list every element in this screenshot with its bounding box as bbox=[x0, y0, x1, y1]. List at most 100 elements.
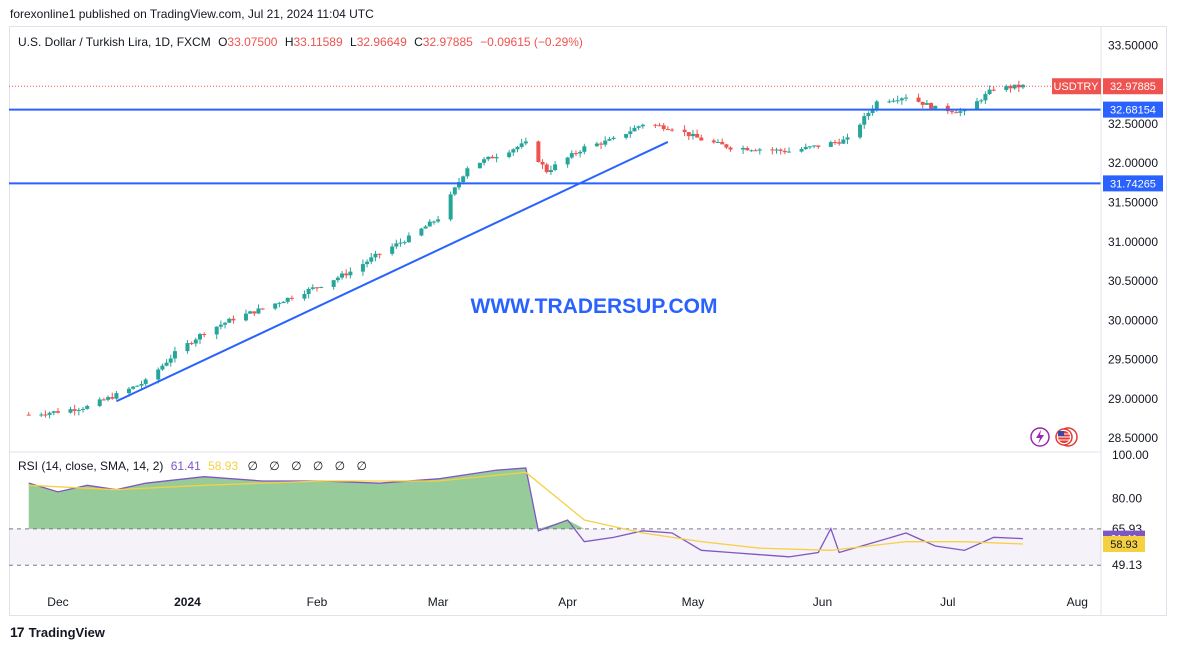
candle-body bbox=[223, 322, 228, 325]
candle-body bbox=[172, 351, 177, 359]
candle-body bbox=[168, 358, 173, 363]
candle-body bbox=[837, 142, 842, 144]
candle-body bbox=[716, 141, 721, 143]
candle-body bbox=[599, 143, 604, 145]
candle-body bbox=[344, 273, 349, 276]
candle-body bbox=[68, 409, 73, 413]
candle-body bbox=[110, 397, 115, 399]
candle-body bbox=[55, 411, 60, 413]
candle-body bbox=[841, 139, 846, 144]
rsi-value-tag: 58.93 bbox=[1110, 539, 1138, 551]
candle-body bbox=[185, 343, 190, 352]
candle-body bbox=[991, 89, 996, 91]
candle-body bbox=[511, 149, 516, 153]
candle-body bbox=[540, 161, 545, 165]
tradingview-logo-icon: 17 bbox=[10, 624, 25, 640]
candle-body bbox=[899, 98, 904, 101]
candle-body bbox=[457, 182, 462, 188]
candle-body bbox=[565, 157, 570, 165]
candle-body bbox=[482, 159, 487, 163]
candle-body bbox=[302, 294, 307, 299]
candle-body bbox=[85, 405, 90, 409]
candle-body bbox=[573, 153, 578, 155]
candle-body bbox=[1004, 86, 1009, 91]
candle-body bbox=[419, 228, 424, 236]
candle-body bbox=[218, 324, 223, 327]
candle-body bbox=[402, 242, 407, 244]
candle-body bbox=[1016, 84, 1021, 88]
candle-body bbox=[569, 153, 574, 158]
candle-body bbox=[603, 140, 608, 145]
candle-body bbox=[1008, 86, 1013, 89]
candle-body bbox=[394, 243, 399, 247]
candle-body bbox=[319, 286, 324, 288]
candle-body bbox=[156, 369, 161, 380]
candle-body bbox=[461, 176, 466, 183]
candle-body bbox=[231, 318, 236, 321]
watermark-text: WWW.TRADERSUP.COM bbox=[471, 295, 718, 318]
candle-body bbox=[452, 187, 457, 195]
price-tick-label: 33.50000 bbox=[1108, 38, 1158, 52]
candle-body bbox=[753, 150, 758, 152]
level-price-tag-bg bbox=[1103, 101, 1163, 118]
trendline[interactable] bbox=[116, 141, 669, 403]
price-tick-label: 31.50000 bbox=[1108, 195, 1158, 209]
candle-body bbox=[256, 308, 261, 314]
candle-body bbox=[377, 253, 382, 255]
footer-brand[interactable]: 17 TradingView bbox=[10, 624, 105, 640]
candle-body bbox=[949, 111, 954, 113]
candle-body bbox=[724, 144, 729, 148]
candle-body bbox=[594, 143, 599, 147]
candle-body bbox=[578, 151, 583, 154]
candle-body bbox=[97, 399, 102, 406]
candle-body bbox=[39, 414, 44, 416]
candle-body bbox=[858, 124, 863, 138]
candle-body bbox=[904, 97, 909, 99]
candle-body bbox=[448, 194, 453, 220]
candle-body bbox=[665, 129, 670, 131]
candle-body bbox=[76, 409, 81, 411]
us-flag-icon[interactable] bbox=[1055, 427, 1078, 447]
candle-body bbox=[126, 388, 131, 394]
time-tick-label: Dec bbox=[47, 595, 68, 609]
candle-body bbox=[787, 151, 792, 153]
candle-body bbox=[640, 124, 645, 127]
candle-body bbox=[243, 313, 248, 321]
candle-body bbox=[816, 145, 821, 147]
candle-body bbox=[782, 150, 787, 153]
time-tick-label: Feb bbox=[307, 595, 328, 609]
candle-body bbox=[72, 409, 77, 411]
candle-body bbox=[695, 133, 700, 138]
candle-body bbox=[607, 138, 612, 141]
candle-body bbox=[690, 133, 695, 137]
candle-body bbox=[979, 100, 984, 102]
candle-body bbox=[657, 125, 662, 127]
candles-group bbox=[26, 80, 1025, 419]
candle-body bbox=[757, 149, 762, 151]
candle-body bbox=[699, 137, 704, 141]
candle-body bbox=[862, 116, 867, 125]
level-price-tag-bg bbox=[1103, 175, 1163, 192]
candle-body bbox=[431, 221, 436, 223]
candle-body bbox=[924, 103, 929, 105]
rsi-tick-label: 80.00 bbox=[1112, 491, 1142, 505]
candle-body bbox=[582, 146, 587, 152]
candle-body bbox=[945, 105, 950, 112]
candle-body bbox=[632, 127, 637, 132]
candle-body bbox=[983, 94, 988, 101]
lightning-icon[interactable] bbox=[1030, 427, 1050, 447]
last-price-tag: 32.97885 bbox=[1110, 81, 1156, 93]
candle-body bbox=[778, 149, 783, 151]
candle-body bbox=[273, 303, 278, 309]
candle-body bbox=[670, 129, 675, 131]
symbol-tag: USDTRY bbox=[1053, 81, 1099, 93]
candle-body bbox=[360, 264, 365, 272]
price-tick-label: 32.50000 bbox=[1108, 117, 1158, 131]
candle-body bbox=[845, 137, 850, 140]
candle-body bbox=[745, 147, 750, 151]
candle-body bbox=[135, 385, 140, 387]
candle-body bbox=[285, 297, 290, 302]
candle-body bbox=[803, 146, 808, 150]
candle-body bbox=[436, 219, 441, 222]
